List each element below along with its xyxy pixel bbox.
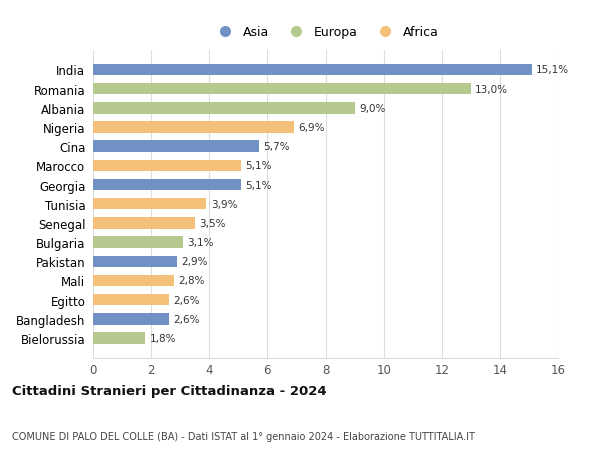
- Bar: [93, 141, 259, 152]
- Bar: [93, 313, 169, 325]
- Bar: [93, 179, 241, 191]
- Text: 5,1%: 5,1%: [245, 161, 272, 171]
- Text: 2,6%: 2,6%: [173, 314, 199, 324]
- Text: 6,9%: 6,9%: [298, 123, 325, 133]
- Bar: [93, 84, 471, 95]
- Text: 1,8%: 1,8%: [149, 333, 176, 343]
- Text: 2,6%: 2,6%: [173, 295, 199, 305]
- Text: 9,0%: 9,0%: [359, 104, 385, 113]
- Text: 2,9%: 2,9%: [182, 257, 208, 267]
- Bar: [93, 122, 293, 134]
- Text: 15,1%: 15,1%: [536, 65, 569, 75]
- Bar: [93, 103, 355, 114]
- Bar: [93, 275, 175, 286]
- Bar: [93, 198, 206, 210]
- Text: Cittadini Stranieri per Cittadinanza - 2024: Cittadini Stranieri per Cittadinanza - 2…: [12, 384, 326, 397]
- Bar: [93, 333, 145, 344]
- Legend: Asia, Europa, Africa: Asia, Europa, Africa: [212, 26, 439, 39]
- Bar: [93, 64, 532, 76]
- Bar: [93, 294, 169, 306]
- Text: 5,1%: 5,1%: [245, 180, 272, 190]
- Bar: [93, 160, 241, 172]
- Text: 3,1%: 3,1%: [187, 238, 214, 247]
- Text: 13,0%: 13,0%: [475, 84, 508, 95]
- Bar: [93, 218, 195, 229]
- Text: COMUNE DI PALO DEL COLLE (BA) - Dati ISTAT al 1° gennaio 2024 - Elaborazione TUT: COMUNE DI PALO DEL COLLE (BA) - Dati IST…: [12, 431, 475, 441]
- Text: 3,9%: 3,9%: [211, 199, 237, 209]
- Bar: [93, 237, 183, 248]
- Text: 5,7%: 5,7%: [263, 142, 290, 152]
- Bar: [93, 256, 177, 268]
- Text: 3,5%: 3,5%: [199, 218, 226, 229]
- Text: 2,8%: 2,8%: [179, 276, 205, 286]
